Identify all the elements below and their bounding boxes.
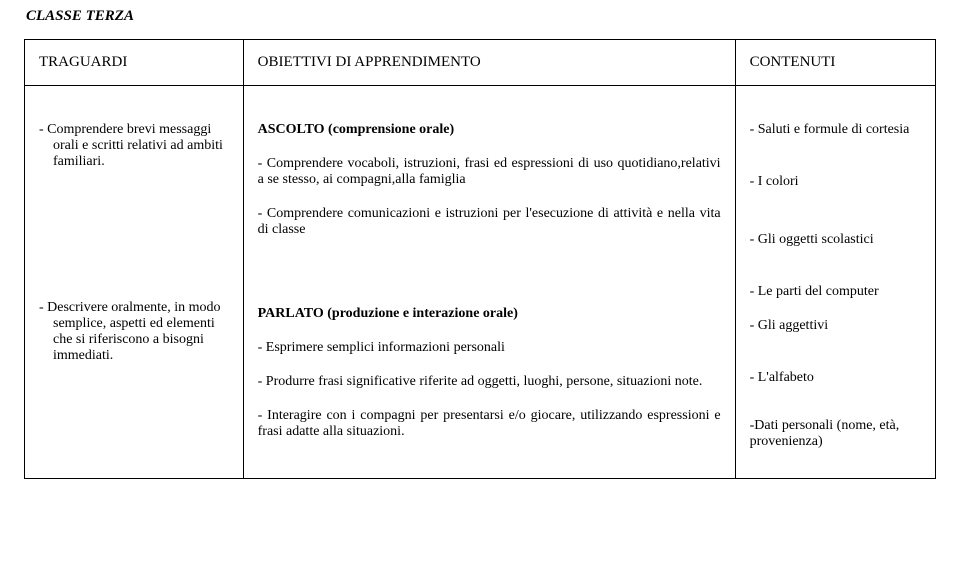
header-traguardi: TRAGUARDI	[25, 40, 244, 86]
body-row: - Comprendere brevi messaggi orali e scr…	[25, 86, 936, 479]
contenuto-3: - Gli oggetti scolastici	[750, 232, 921, 248]
cell-contenuti: - Saluti e formule di cortesia - I color…	[735, 86, 935, 479]
header-contenuti: CONTENUTI	[735, 40, 935, 86]
parlato-item-1: - Esprimere semplici informazioni person…	[258, 340, 721, 356]
traguardo-1: - Comprendere brevi messaggi orali e scr…	[39, 122, 229, 170]
traguardo-2: - Descrivere oralmente, in modo semplice…	[39, 300, 229, 364]
page-title: CLASSE TERZA	[24, 8, 936, 25]
contenuto-4: - Le parti del computer	[750, 284, 921, 300]
ascolto-title: ASCOLTO (comprensione orale)	[258, 122, 721, 138]
cell-obiettivi: ASCOLTO (comprensione orale) - Comprende…	[243, 86, 735, 479]
contenuto-6: - L'alfabeto	[750, 370, 921, 386]
ascolto-item-1: - Comprendere vocaboli, istruzioni, fras…	[258, 156, 721, 188]
contenuto-7: -Dati personali (nome, età, provenienza)	[750, 418, 921, 450]
parlato-item-2: - Produrre frasi significative riferite …	[258, 374, 721, 390]
parlato-item-3: - Interagire con i compagni per presenta…	[258, 408, 721, 440]
parlato-title: PARLATO (produzione e interazione orale)	[258, 306, 518, 321]
ascolto-item-2: - Comprendere comunicazioni e istruzioni…	[258, 206, 721, 238]
header-obiettivi: OBIETTIVI DI APPRENDIMENTO	[243, 40, 735, 86]
contenuto-2: - I colori	[750, 174, 921, 190]
contenuto-5: - Gli aggettivi	[750, 318, 921, 334]
cell-traguardi: - Comprendere brevi messaggi orali e scr…	[25, 86, 244, 479]
contenuto-1: - Saluti e formule di cortesia	[750, 122, 921, 138]
curriculum-table: TRAGUARDI OBIETTIVI DI APPRENDIMENTO CON…	[24, 39, 936, 479]
header-row: TRAGUARDI OBIETTIVI DI APPRENDIMENTO CON…	[25, 40, 936, 86]
